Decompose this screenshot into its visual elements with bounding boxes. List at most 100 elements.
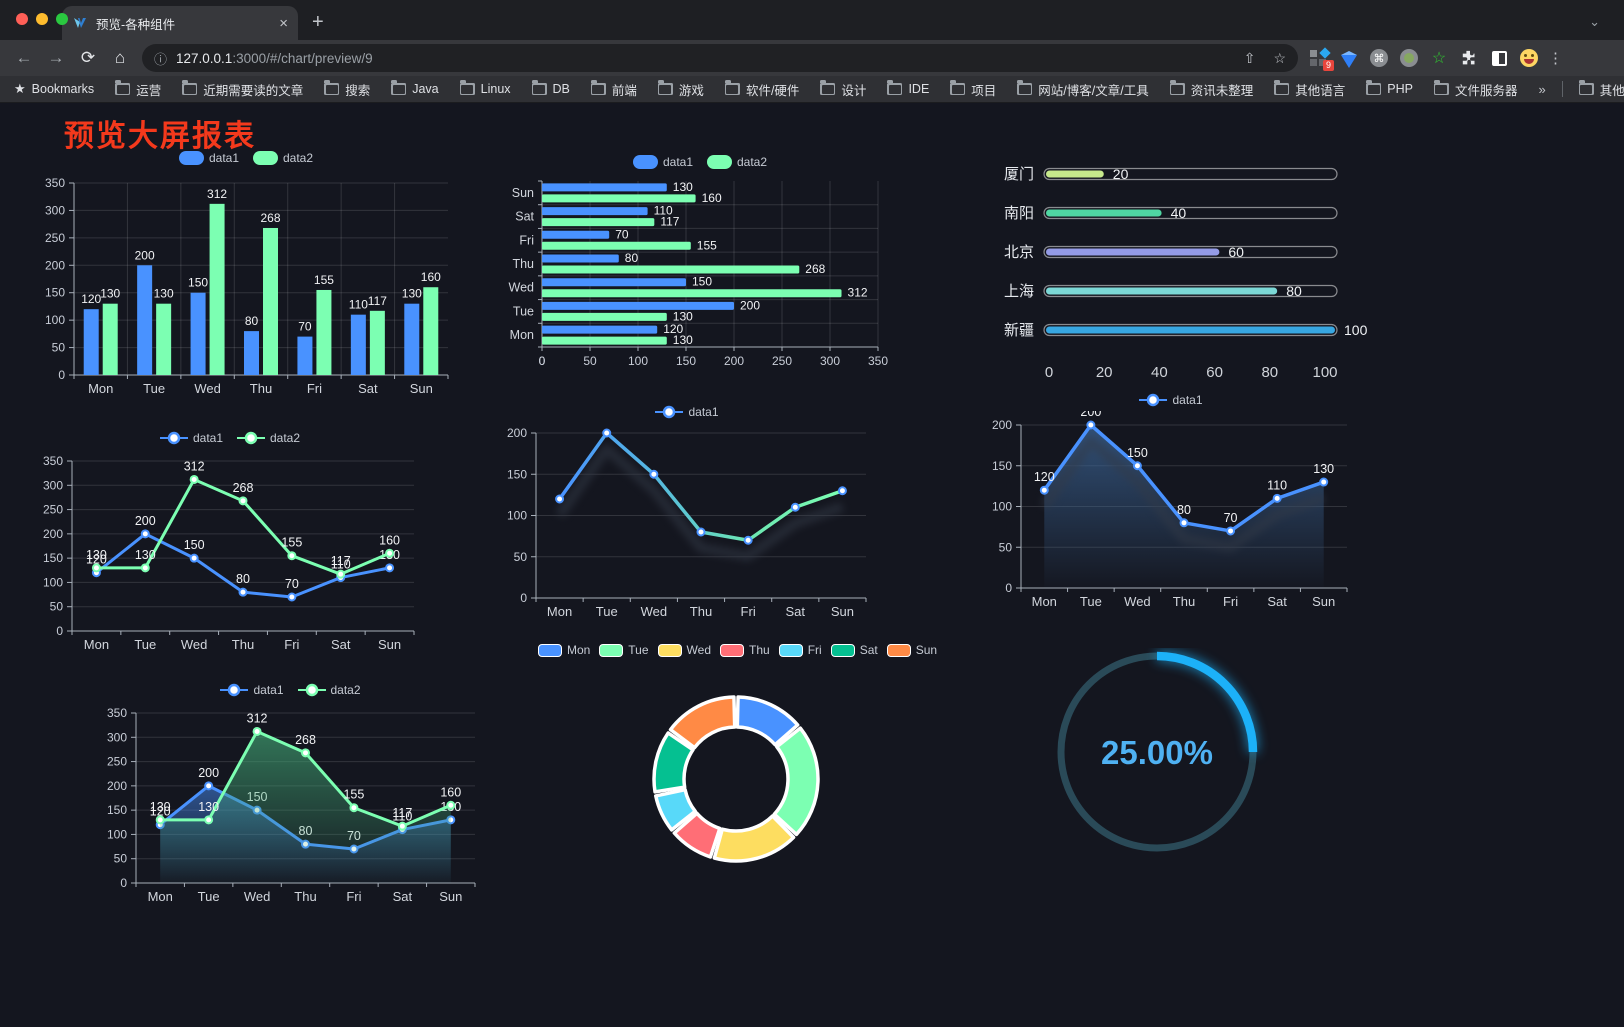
bar[interactable] [542,254,619,263]
bookmarks-overflow-chevron[interactable]: » [1538,81,1546,97]
data-point[interactable] [349,803,359,813]
bookmark-folder[interactable]: 其他语言 [1274,80,1345,99]
close-window-icon[interactable] [16,13,28,25]
forward-button[interactable]: → [47,48,65,67]
profile-avatar-emoji[interactable] [1520,49,1538,67]
legend-item-Fri[interactable]: Fri [778,643,822,657]
extension-star-icon[interactable]: ☆ [1431,50,1447,67]
bookmark-folder[interactable]: DB [531,80,570,99]
legend-item-Sun[interactable]: Sun [886,643,937,657]
data-point[interactable] [336,569,346,579]
data-point[interactable] [385,548,395,558]
other-bookmarks[interactable]: 其他书签 [1578,80,1624,99]
legend-item-data1[interactable]: data1 [159,431,223,445]
pie-slice-Wed[interactable] [712,814,796,863]
data-point[interactable] [287,592,297,602]
data-point[interactable] [1179,518,1189,528]
bookmark-folder[interactable]: Linux [459,80,511,99]
bar[interactable] [297,336,313,375]
extension-grid-icon[interactable]: 9 [1310,47,1334,71]
data-point[interactable] [446,800,456,810]
share-icon[interactable]: ⇧ [1243,49,1256,66]
bar[interactable] [190,292,206,375]
data-point[interactable] [837,486,847,496]
progress-fill[interactable] [1046,209,1162,217]
data-point[interactable] [301,748,310,758]
data-point[interactable] [238,496,248,506]
bookmark-folder[interactable]: 游戏 [657,80,704,99]
data-point[interactable] [1086,420,1096,430]
bar[interactable] [156,303,172,375]
legend-item-data2[interactable]: data2 [237,431,300,445]
bar[interactable] [423,287,439,375]
data-point[interactable] [140,529,150,539]
bar[interactable] [542,278,686,287]
legend-item-data1[interactable]: data1 [178,151,239,165]
extension-gem-icon[interactable] [1340,49,1358,68]
legend-item-Tue[interactable]: Tue [599,643,649,657]
bar[interactable] [542,230,610,239]
bar[interactable] [542,218,655,227]
legend-item-Sat[interactable]: Sat [830,643,878,657]
data-point[interactable] [602,428,612,438]
bar[interactable] [83,309,99,375]
new-tab-button[interactable]: + [312,11,324,33]
bar[interactable] [137,265,153,375]
legend-item-data2[interactable]: data2 [253,151,313,165]
pie-slice-Sat[interactable] [652,731,695,794]
data-point[interactable] [91,563,101,573]
bookmark-star-icon[interactable]: ☆ [1273,49,1286,66]
extensions-puzzle-icon[interactable] [1460,49,1478,67]
zoom-window-icon[interactable] [56,13,68,25]
address-bar[interactable]: ⓘ 127.0.0.1 :3000/#/chart/preview/9 ⇧ ☆ [142,44,1298,72]
tab-search-chevron-icon[interactable]: ⌄ [1589,14,1600,29]
bar[interactable] [542,289,842,298]
bar[interactable] [542,312,667,321]
data-point[interactable] [252,726,262,736]
data-point[interactable] [649,469,659,479]
data-point[interactable] [287,551,297,561]
bar[interactable] [542,241,691,250]
bookmark-folder[interactable]: 项目 [950,80,996,99]
data-point[interactable] [204,781,214,791]
legend-item-data1[interactable]: data1 [1139,393,1203,407]
progress-fill[interactable] [1046,248,1220,256]
bar[interactable] [263,227,278,375]
data-point[interactable] [1039,485,1049,495]
data-point[interactable] [155,815,165,825]
bar[interactable] [369,310,385,375]
bookmark-folder[interactable]: Java [391,80,439,99]
pie-slice-Tue[interactable] [772,726,820,837]
data-point[interactable] [790,502,800,512]
bookmark-folder[interactable]: IDE [887,80,929,99]
data-point[interactable] [397,821,407,831]
bar[interactable] [542,336,667,345]
data-point[interactable] [1319,477,1329,487]
legend-item-data1[interactable]: data1 [220,683,284,697]
legend-item-data1[interactable]: data1 [655,405,719,419]
data-point[interactable] [696,527,706,537]
data-point[interactable] [238,587,248,597]
data-point[interactable] [555,494,565,504]
data-point[interactable] [189,474,199,484]
legend-item-data2[interactable]: data2 [297,683,361,697]
progress-fill[interactable] [1046,170,1104,178]
data-point[interactable] [1272,493,1282,503]
data-point[interactable] [385,563,395,573]
bookmark-folder[interactable]: 前端 [590,80,637,99]
progress-fill[interactable] [1046,287,1278,295]
home-button[interactable]: ⌂ [114,48,126,67]
legend-item-Wed[interactable]: Wed [657,643,711,657]
data-point[interactable] [204,815,214,825]
reload-button[interactable]: ⟳ [80,48,96,67]
browser-tab[interactable]: 预览-各种组件 × [62,6,298,40]
data-point[interactable] [1226,526,1236,536]
bar[interactable] [404,303,420,375]
bookmark-folder[interactable]: 运营 [115,80,161,99]
data-point[interactable] [189,553,199,563]
bar[interactable] [350,314,366,375]
bar[interactable] [542,194,696,203]
bar[interactable] [542,301,734,310]
bar[interactable] [542,265,800,274]
legend-item-Thu[interactable]: Thu [720,643,770,657]
